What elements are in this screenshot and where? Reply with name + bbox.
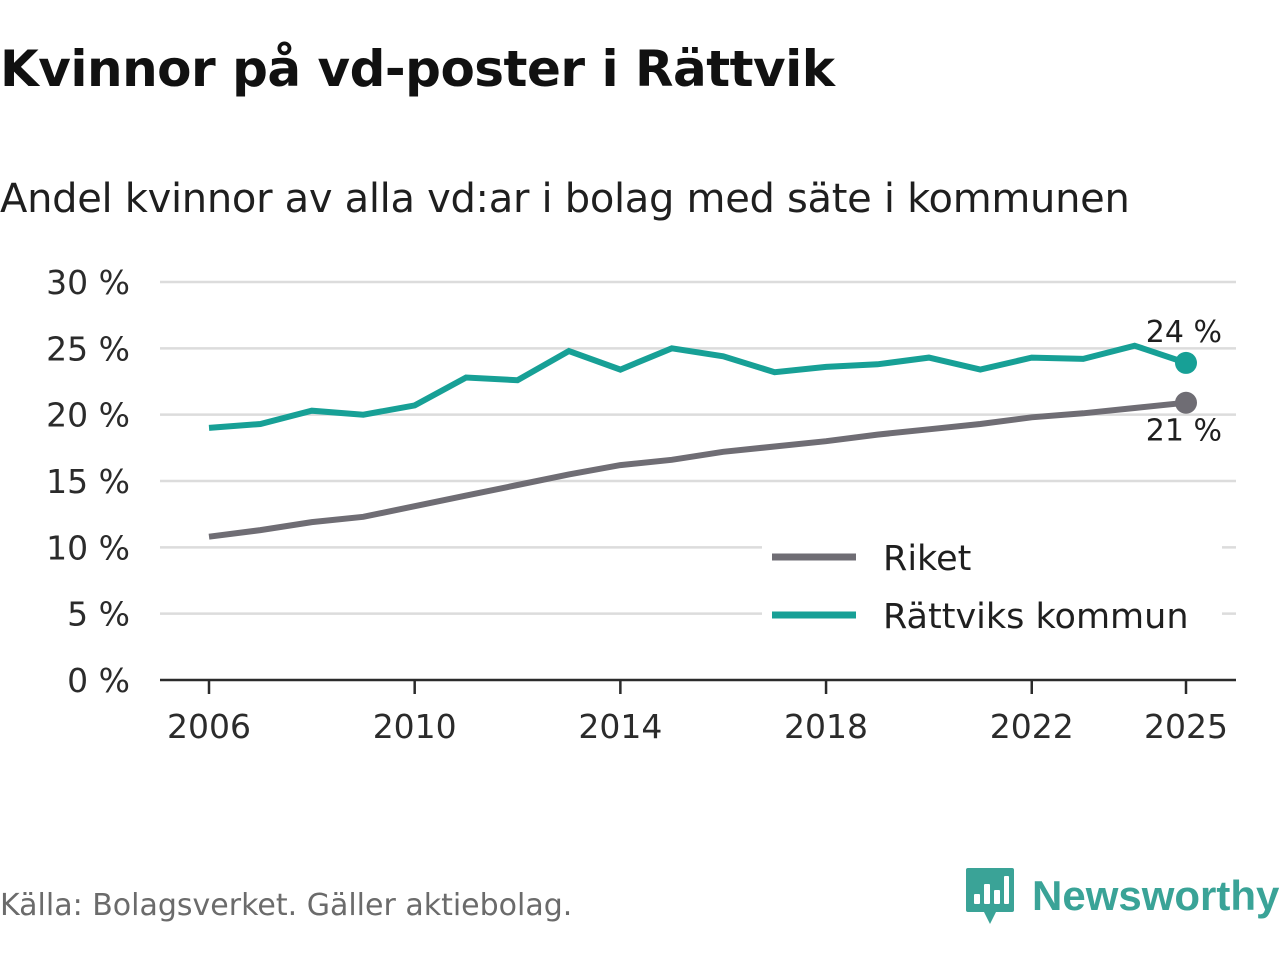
y-tick-label: 30 %: [46, 263, 130, 302]
series-line-riket: [208, 399, 1187, 540]
y-tick-label: 5 %: [67, 595, 130, 634]
x-tick-label: 2014: [578, 707, 662, 746]
x-tick-label: 2006: [167, 707, 251, 746]
line-chart: 0 %5 %10 %15 %20 %25 %30 % 2006 2010 2014 2…: [46, 263, 1236, 746]
newsworthy-logo-icon: [966, 868, 1014, 924]
y-tick-label: 0 %: [67, 661, 130, 700]
y-tick-label: 25 %: [46, 329, 130, 368]
legend-label: Rättviks kommun: [883, 597, 1189, 637]
source-note: Källa: Bolagsverket. Gäller aktiebolag.: [0, 888, 573, 923]
series-end-marker: [1175, 351, 1197, 374]
y-tick-label: 15 %: [46, 462, 130, 501]
chart-legend: Riket Rättviks kommun: [762, 539, 1222, 637]
series-end-label: 21 %: [1146, 414, 1222, 449]
series-end-marker: [1175, 391, 1197, 414]
x-tick-label: 2022: [990, 707, 1074, 746]
chart-series: 21 % 24 %: [208, 315, 1222, 540]
x-tick-label: 2018: [784, 707, 868, 746]
y-axis: 0 % 5 % 10 % 15 % 20 % 25 % 30 %: [46, 263, 130, 700]
x-tick-label: 2010: [373, 707, 457, 746]
brand-logo: Newsworthy: [964, 864, 1279, 928]
x-axis: 2006 2010 2014 2018 2022 2025: [160, 678, 1236, 746]
legend-label: Riket: [883, 539, 971, 579]
y-tick-label: 20 %: [46, 396, 130, 435]
x-tick-label: 2025: [1144, 707, 1228, 746]
brand-name: Newsworthy: [1032, 872, 1280, 919]
series-line-rattviks-kommun: [208, 342, 1187, 431]
chart-title: Kvinnor på vd-poster i Rättvik: [0, 40, 835, 98]
chart-subtitle: Andel kvinnor av alla vd:ar i bolag med …: [0, 176, 1130, 222]
y-tick-label: 10 %: [46, 528, 130, 567]
series-end-label: 24 %: [1146, 315, 1222, 350]
